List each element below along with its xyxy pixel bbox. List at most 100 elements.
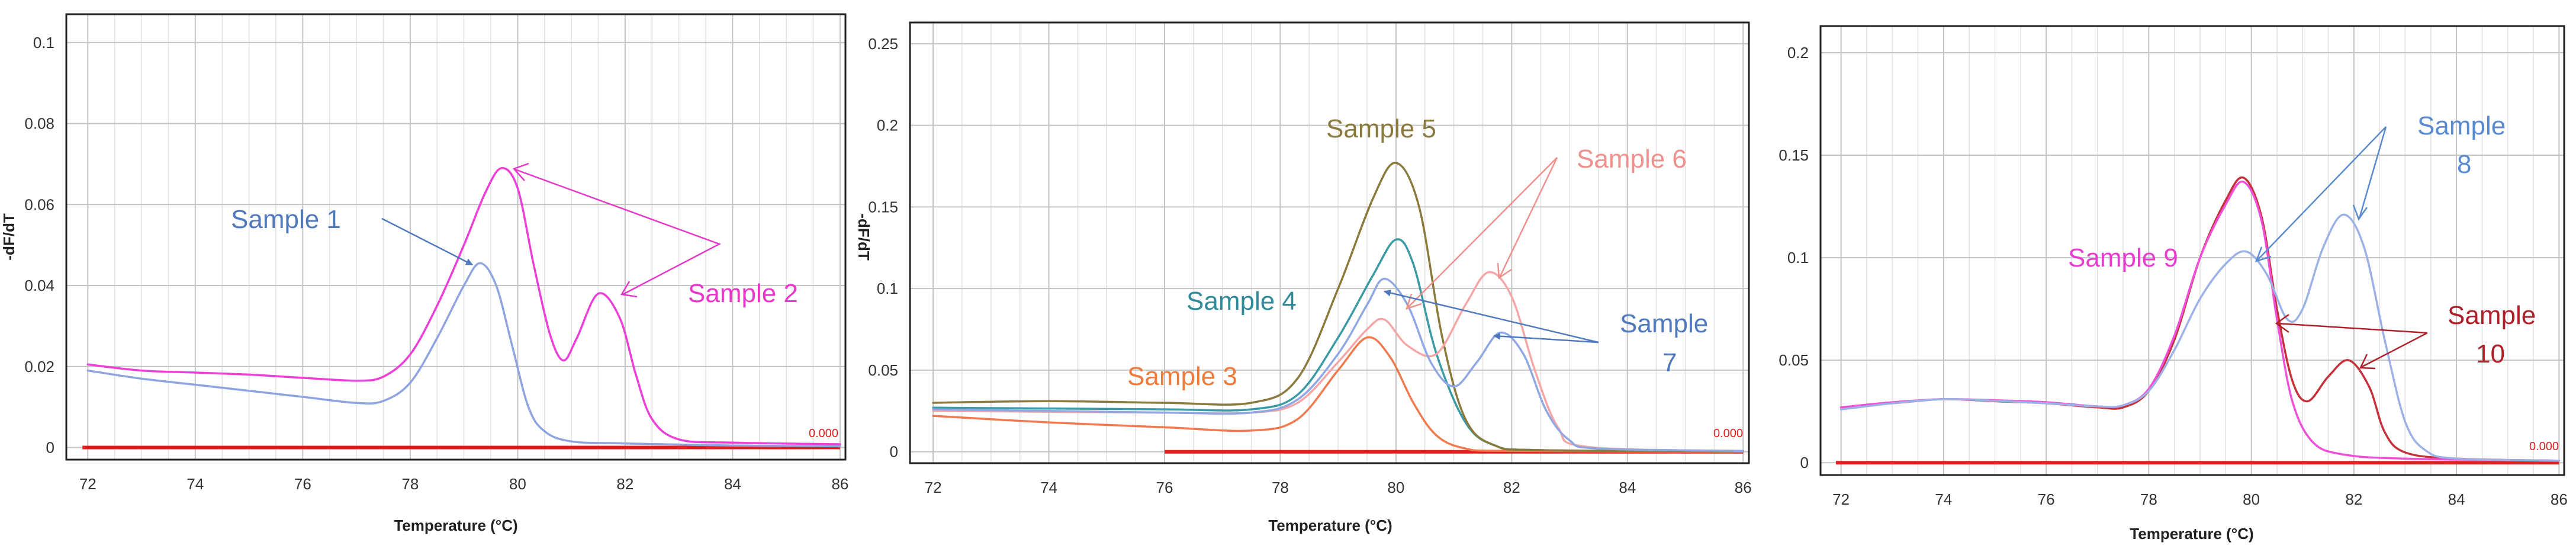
chart-1-ticks: 72 74 76 78 80 82 84 86 0 0.02 0.04 0.06 0.08 0.1 (24, 34, 848, 493)
chart-3-x-tick-label: 72 (1832, 490, 1850, 508)
annotation-sample-2-arrows (514, 168, 722, 296)
annotation-sample-8-line2: 8 (2457, 150, 2471, 179)
annotation-sample-6-arrowhead-a (1406, 293, 1422, 310)
annotation-sample-9: Sample 9 (2068, 243, 2178, 272)
chart-3-baseline-label: 0.000 (2529, 440, 2559, 453)
chart-2-baseline-label: 0.000 (1713, 427, 1743, 440)
chart-3-x-tick-label: 82 (2345, 490, 2362, 508)
chart-3-ticks: 72 74 76 78 80 82 84 86 0 0.05 0.1 0.15 0.2 (1779, 44, 2567, 508)
chart-1-y-tick-label: 0.04 (24, 277, 54, 294)
series-sample-5-curve (932, 162, 1744, 453)
chart-1-x-tick-label: 80 (509, 475, 526, 493)
chart-3-y-tick-label: 0.15 (1779, 146, 1809, 164)
annotation-sample-8-arrow-b (2358, 126, 2387, 219)
chart-2-y-tick-label: 0.15 (868, 198, 898, 216)
annotation-sample-6: Sample 6 (1577, 145, 1687, 174)
annotation-sample-6-arrow-b (1498, 157, 1558, 278)
chart-1-y-tick-label: 0.06 (24, 195, 54, 213)
chart-2-x-tick-label: 82 (1503, 479, 1520, 496)
chart-1-x-tick-label: 82 (616, 475, 633, 493)
chart-1-x-tick-label: 76 (294, 475, 311, 493)
chart-2-x-tick-label: 76 (1156, 479, 1173, 496)
annotation-sample-1-arrow (381, 217, 473, 266)
annotation-sample-10-arrow-b (2360, 332, 2428, 368)
chart-2-frame (909, 21, 1750, 464)
annotation-sample-6-arrowhead-b (1497, 262, 1512, 280)
annotation-sample-8-arrowhead-b (2352, 204, 2368, 221)
melt-chart-panel-3: 72 74 76 78 80 82 84 86 0 0.05 0.1 0.15 0.2 Temperat… (1779, 25, 2568, 543)
series-sample-1-curve (86, 262, 841, 448)
chart-1-x-tick-label: 78 (401, 475, 419, 493)
chart-2-y-tick-label: 0.25 (868, 35, 898, 53)
annotation-sample-7-arrow-a (1384, 289, 1599, 344)
annotation-sample-10-arrowhead-b (2359, 354, 2376, 370)
chart-3-frame (1819, 25, 2565, 476)
chart-2-y-tick-label: 0.05 (868, 361, 898, 379)
annotation-sample-4: Sample 4 (1186, 287, 1297, 316)
annotation-sample-7-line1: Sample (1620, 309, 1708, 338)
chart-3-annotations: Sample 8 Sample 9 Sample 10 (2068, 111, 2536, 370)
chart-1-annotations: Sample 1 Sample 2 (231, 162, 798, 308)
chart-2-series (932, 162, 1744, 453)
chart-2-x-tick-label: 84 (1619, 479, 1636, 496)
chart-1-y-tick-label: 0.1 (33, 34, 54, 52)
chart-1-x-tick-label: 74 (186, 475, 204, 493)
series-sample-7-curve (932, 277, 1744, 453)
annotation-sample-8-arrowhead-a (2255, 246, 2272, 262)
chart-2-x-axis-title: Temperature (°C) (1268, 516, 1392, 534)
annotation-sample-2-arrowhead-b (620, 281, 638, 298)
annotation-sample-7-arrow-b (1493, 332, 1599, 344)
series-sample-8-curve (1839, 213, 2561, 462)
chart-1-y-tick-label: 0 (46, 438, 54, 456)
chart-1-frame (65, 13, 847, 461)
chart-2-ticks: 72 74 76 78 80 82 84 86 0 0.05 0.1 0.15 0.2 0.25 (868, 35, 1751, 496)
chart-2-x-tick-label: 72 (925, 479, 942, 496)
chart-2-annotations: Sample 3 Sample 4 Sample 5 Sample 6 Samp… (1127, 114, 1708, 391)
chart-1-x-tick-label: 86 (831, 475, 848, 493)
chart-3-x-tick-label: 84 (2448, 490, 2465, 508)
chart-3-x-tick-label: 76 (2038, 490, 2055, 508)
chart-3-y-tick-label: 0 (1800, 454, 1809, 471)
melt-chart-panel-1: 72 74 76 78 80 82 84 86 0 0.02 0.04 0.06 0.08 0.1 Tem… (0, 13, 848, 534)
annotation-sample-10-line2: 10 (2476, 339, 2505, 368)
chart-3-x-tick-label: 74 (1935, 490, 1952, 508)
chart-3-y-tick-label: 0.2 (1787, 44, 1809, 62)
chart-1-x-axis-title: Temperature (°C) (394, 516, 517, 534)
annotation-sample-7-line2: 7 (1662, 348, 1677, 377)
chart-1-grid (66, 14, 845, 460)
chart-2-x-tick-label: 80 (1387, 479, 1404, 496)
annotation-sample-1: Sample 1 (231, 205, 341, 234)
chart-2-x-tick-label: 86 (1735, 479, 1752, 496)
chart-2-y-tick-label: 0.2 (877, 117, 898, 134)
chart-1-y-tick-label: 0.02 (24, 358, 54, 376)
chart-2-y-tick-label: 0.1 (877, 280, 898, 297)
chart-1-plot-area (66, 14, 845, 460)
chart-3-y-tick-label: 0.1 (1787, 249, 1809, 267)
chart-2-x-tick-label: 74 (1040, 479, 1057, 496)
chart-2-y-tick-label: 0 (890, 443, 898, 461)
chart-1-x-tick-label: 72 (79, 475, 97, 493)
annotation-sample-2: Sample 2 (688, 279, 798, 308)
annotation-sample-8-arrow-a (2256, 126, 2387, 261)
annotation-sample-2-arrowhead-a (512, 162, 529, 181)
chart-2-x-tick-label: 78 (1272, 479, 1289, 496)
chart-3-x-axis-title: Temperature (°C) (2130, 525, 2253, 543)
chart-3-x-tick-label: 78 (2140, 490, 2157, 508)
annotation-sample-10-line1: Sample (2448, 301, 2536, 330)
chart-2-y-axis-title: -dF/dT (855, 213, 873, 261)
chart-1-y-tick-label: 0.08 (24, 115, 54, 133)
chart-1-baseline-label: 0.000 (809, 427, 838, 440)
series-sample-2-curve (86, 167, 841, 445)
annotation-sample-8-line1: Sample (2417, 111, 2506, 140)
chart-3-series (1839, 176, 2561, 462)
annotation-sample-3: Sample 3 (1127, 362, 1237, 391)
melt-chart-panel-2: 72 74 76 78 80 82 84 86 0 0.05 0.1 0.15 0.2 0.25 Temp… (855, 21, 1752, 534)
chart-3-plot-area (1821, 26, 2564, 475)
chart-3-x-tick-label: 86 (2551, 490, 2568, 508)
chart-1-x-tick-label: 84 (724, 475, 741, 493)
chart-3-x-tick-label: 80 (2243, 490, 2260, 508)
annotation-sample-6-arrow-a (1407, 157, 1558, 309)
chart-3-y-tick-label: 0.05 (1779, 351, 1809, 369)
series-sample-3-curve (932, 336, 1744, 453)
